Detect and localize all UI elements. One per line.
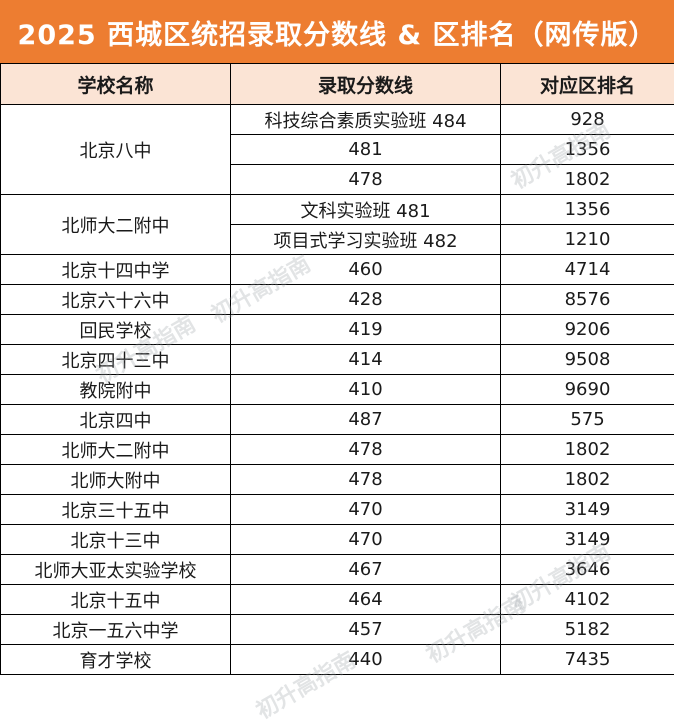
score-cell: 419 xyxy=(231,315,501,345)
rank-cell: 5182 xyxy=(501,615,674,645)
rank-cell: 9508 xyxy=(501,345,674,375)
rank-cell: 3149 xyxy=(501,525,674,555)
school-name-cell: 北京八中 xyxy=(1,105,231,195)
column-header-school: 学校名称 xyxy=(1,64,231,105)
school-name-cell: 北京六十六中 xyxy=(1,285,231,315)
rank-cell: 928 xyxy=(501,105,674,135)
rank-cell: 7435 xyxy=(501,645,674,675)
score-cell: 科技综合素质实验班 484 xyxy=(231,105,501,135)
score-cell: 464 xyxy=(231,585,501,615)
school-name-cell: 北京十五中 xyxy=(1,585,231,615)
score-cell: 414 xyxy=(231,345,501,375)
score-cell: 487 xyxy=(231,405,501,435)
column-header-score: 录取分数线 xyxy=(231,64,501,105)
school-name-cell: 北京十四中学 xyxy=(1,255,231,285)
school-name-cell: 北师大二附中 xyxy=(1,435,231,465)
rank-cell: 3646 xyxy=(501,555,674,585)
rank-cell: 9690 xyxy=(501,375,674,405)
column-header-rank: 对应区排名 xyxy=(501,64,674,105)
score-cell: 文科实验班 481 xyxy=(231,195,501,225)
score-cell: 481 xyxy=(231,135,501,165)
school-name-cell: 北师大附中 xyxy=(1,465,231,495)
rank-cell: 1356 xyxy=(501,135,674,165)
score-cell: 478 xyxy=(231,435,501,465)
score-cell: 410 xyxy=(231,375,501,405)
score-cell: 470 xyxy=(231,495,501,525)
school-name-cell: 北京四中 xyxy=(1,405,231,435)
score-cell: 457 xyxy=(231,615,501,645)
table-header-row: 学校名称 录取分数线 对应区排名 xyxy=(1,64,674,105)
school-name-cell: 北京四十三中 xyxy=(1,345,231,375)
rank-cell: 1356 xyxy=(501,195,674,225)
school-name-cell: 北京十三中 xyxy=(1,525,231,555)
page-title: 2025 西城区统招录取分数线 & 区排名（网传版） xyxy=(0,0,674,65)
rank-cell: 4102 xyxy=(501,585,674,615)
school-name-cell: 育才学校 xyxy=(1,645,231,675)
rank-cell: 3149 xyxy=(501,495,674,525)
school-name-cell: 北京三十五中 xyxy=(1,495,231,525)
school-name-cell: 北师大亚太实验学校 xyxy=(1,555,231,585)
school-name-cell: 回民学校 xyxy=(1,315,231,345)
rank-cell: 8576 xyxy=(501,285,674,315)
score-cell: 460 xyxy=(231,255,501,285)
rank-cell: 1210 xyxy=(501,225,674,255)
rank-cell: 1802 xyxy=(501,165,674,195)
rank-cell: 1802 xyxy=(501,435,674,465)
score-cell: 478 xyxy=(231,165,501,195)
score-cell: 428 xyxy=(231,285,501,315)
score-cell: 项目式学习实验班 482 xyxy=(231,225,501,255)
score-cell: 440 xyxy=(231,645,501,675)
rank-cell: 4714 xyxy=(501,255,674,285)
rank-cell: 9206 xyxy=(501,315,674,345)
school-name-cell: 教院附中 xyxy=(1,375,231,405)
score-cell: 478 xyxy=(231,465,501,495)
score-cell: 467 xyxy=(231,555,501,585)
score-cell: 470 xyxy=(231,525,501,555)
school-name-cell: 北师大二附中 xyxy=(1,195,231,255)
rank-cell: 1802 xyxy=(501,465,674,495)
school-name-cell: 北京一五六中学 xyxy=(1,615,231,645)
rank-cell: 575 xyxy=(501,405,674,435)
